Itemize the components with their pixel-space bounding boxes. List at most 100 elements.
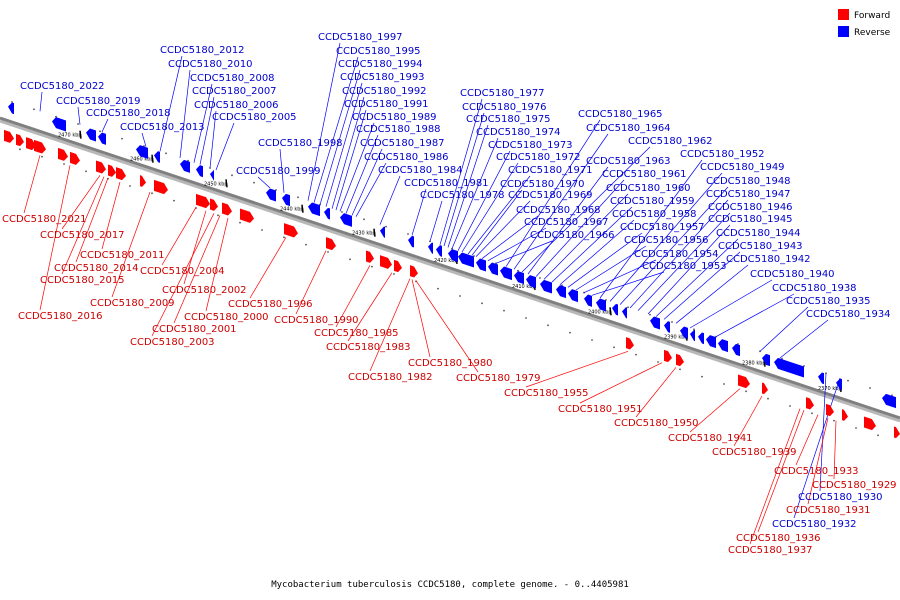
gene-forward <box>140 175 146 187</box>
gene-forward <box>738 374 750 389</box>
gene-reverse <box>650 316 660 330</box>
gene-forward <box>4 129 14 143</box>
gene-forward <box>34 139 46 154</box>
scale-tick-label: 2380 kbp <box>742 361 766 367</box>
scale-dot <box>847 379 849 382</box>
scale-tick-label: 2400 kbp <box>588 309 612 315</box>
scale-dot <box>525 317 527 319</box>
gene-reverse <box>408 235 414 248</box>
gene-forward <box>762 382 768 395</box>
gene-reverse <box>136 145 148 159</box>
gene-label-forward: CCDC5180_2003 <box>130 337 215 348</box>
scale-tick-label: 2470 kbp <box>58 133 82 139</box>
gene-reverse <box>436 245 442 257</box>
gene-label-reverse: CCDC5180_1976 <box>462 102 547 113</box>
label-leader-reverse <box>475 200 531 257</box>
gene-label-forward: CCDC5180_1931 <box>786 505 871 516</box>
gene-label-forward: CCDC5180_1996 <box>228 299 313 310</box>
label-leader-forward <box>347 272 393 342</box>
gene-label-reverse: CCDC5180_1930 <box>798 492 883 503</box>
gene-forward <box>210 198 218 211</box>
label-leader-reverse <box>629 199 729 309</box>
label-leader-reverse <box>521 146 651 273</box>
label-leader-forward <box>295 250 327 315</box>
scale-dot <box>503 309 505 312</box>
label-leader-reverse <box>159 55 183 152</box>
scale-tick-mark <box>301 204 304 213</box>
gene-reverse <box>718 339 728 353</box>
gene-label-reverse: CCDC5180_1960 <box>606 183 691 194</box>
label-leader-reverse <box>527 166 609 275</box>
label-leader-forward <box>249 237 287 299</box>
gene-reverse <box>774 357 804 378</box>
gene-label-reverse: CCDC5180_1997 <box>318 32 403 43</box>
scale-dot <box>121 137 123 140</box>
gene-label-forward: CCDC5180_2001 <box>152 324 237 335</box>
label-leader-reverse <box>335 109 367 211</box>
gene-forward <box>864 416 876 431</box>
scale-dot <box>363 218 365 221</box>
label-leader-reverse <box>715 293 795 337</box>
scale-dot <box>693 328 695 331</box>
gene-label-reverse: CCDC5180_2012 <box>160 45 245 56</box>
scale-dot <box>723 383 725 385</box>
label-leader-reverse <box>199 96 215 165</box>
label-leader-reverse <box>619 186 729 305</box>
label-leader-forward <box>39 165 71 311</box>
label-leader-forward <box>101 181 121 250</box>
scale-dot <box>341 211 343 213</box>
gene-reverse <box>180 159 190 173</box>
gene-label-reverse: CCDC5180_1965 <box>578 109 663 120</box>
gene-label-forward: CCDC5180_1933 <box>774 466 859 477</box>
gene-forward <box>366 250 374 263</box>
label-leader-reverse <box>77 106 81 125</box>
gene-label-forward: CCDC5180_1951 <box>558 404 643 415</box>
scale-dot <box>349 258 351 261</box>
scale-dot <box>253 181 255 184</box>
scale-dot <box>33 108 35 111</box>
gene-label-reverse: CCDC5180_1972 <box>496 152 581 163</box>
gene-label-forward: CCDC5180_1937 <box>728 545 813 556</box>
label-leader-reverse <box>457 150 511 251</box>
scale-tick-label: 2450 kbp <box>204 181 228 187</box>
scale-dot <box>569 331 571 334</box>
scale-dot <box>19 148 21 151</box>
scale-tick-mark <box>79 130 82 139</box>
gene-reverse <box>612 303 618 316</box>
gene-label-reverse: CCDC5180_1958 <box>612 209 697 220</box>
gene-label-forward: CCDC5180_1939 <box>712 447 797 458</box>
label-leader-reverse <box>345 134 379 214</box>
scale-dot <box>481 302 483 305</box>
gene-label-reverse: CCDC5180_1981 <box>404 178 489 189</box>
gene-reverse <box>282 193 290 207</box>
label-leader-reverse <box>179 69 191 159</box>
gene-reverse <box>596 298 606 312</box>
label-leader-reverse <box>215 122 235 171</box>
label-leader-reverse <box>513 133 609 270</box>
gene-label-reverse: CCDC5180_1984 <box>378 165 463 176</box>
label-leader-forward <box>807 417 829 505</box>
gene-label-reverse: CCDC5180_1956 <box>624 235 709 246</box>
gene-reverse <box>448 249 458 263</box>
label-leader-reverse <box>279 148 285 193</box>
gene-label-forward: CCDC5180_1980 <box>408 358 493 369</box>
label-leader-forward <box>173 215 221 324</box>
label-leader-reverse <box>141 132 147 147</box>
scale-dot <box>649 313 651 316</box>
label-leader-reverse <box>487 227 547 261</box>
gene-label-forward: CCDC5180_2017 <box>40 230 125 241</box>
label-leader-forward <box>579 362 663 404</box>
gene-label-forward: CCDC5180_1985 <box>314 328 399 339</box>
gene-label-forward: CCDC5180_1979 <box>456 373 541 384</box>
backbone-layer <box>0 116 900 423</box>
gene-forward <box>326 237 336 251</box>
label-leader-forward <box>525 351 629 388</box>
label-leader-reverse <box>443 112 485 247</box>
label-leader-forward <box>795 414 819 466</box>
label-leader-forward <box>61 175 101 230</box>
label-leader-forward <box>635 367 677 418</box>
label-leader-reverse <box>481 215 539 259</box>
gene-reverse <box>210 169 214 181</box>
scale-dot <box>393 273 395 275</box>
gene-label-forward: CCDC5180_2015 <box>40 275 125 286</box>
